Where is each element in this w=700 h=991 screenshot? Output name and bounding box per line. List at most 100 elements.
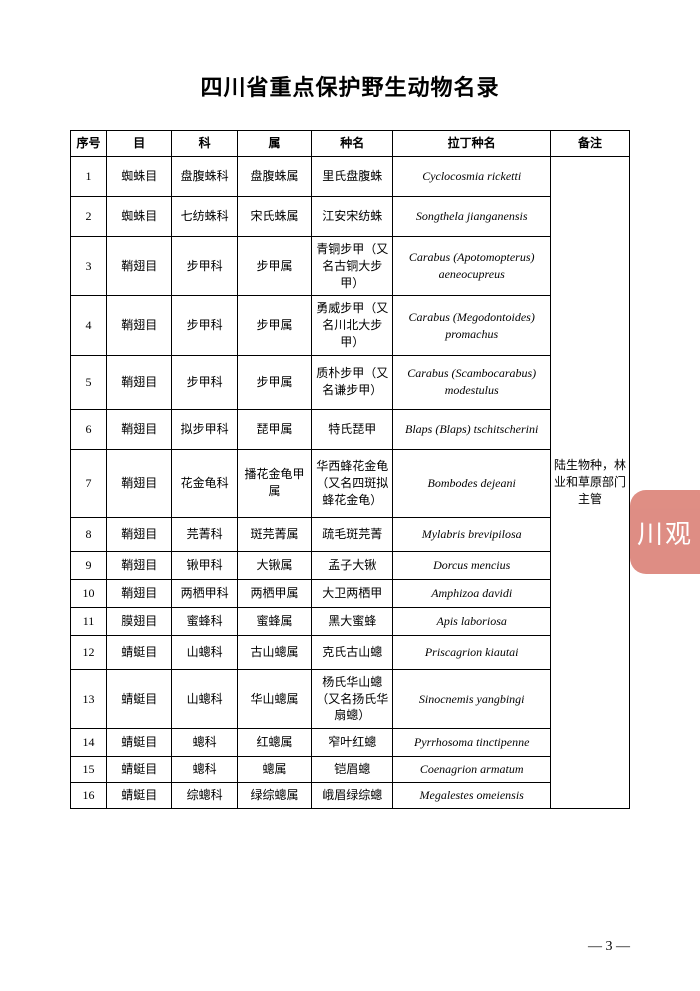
cell-genus: 步甲属	[237, 296, 311, 355]
cell-genus: 古山蟌属	[237, 635, 311, 669]
cell-latin: Carabus (Megodontoides) promachus	[393, 296, 551, 355]
cell-order: 蜘蛛目	[107, 157, 172, 197]
cell-order: 蜻蜓目	[107, 635, 172, 669]
cell-species-name: 质朴步甲（又名谦步甲）	[312, 355, 393, 409]
cell-order: 鞘翅目	[107, 237, 172, 296]
page-number: — 3 —	[588, 939, 630, 955]
cell-latin: Coenagrion armatum	[393, 757, 551, 783]
cell-order: 鞘翅目	[107, 517, 172, 551]
cell-latin: Dorcus mencius	[393, 551, 551, 579]
table-row: 10鞘翅目两栖甲科两栖甲属大卫两栖甲Amphizoa davidi	[71, 579, 630, 607]
cell-family: 步甲科	[172, 296, 237, 355]
cell-family: 芫菁科	[172, 517, 237, 551]
cell-species-name: 里氏盘腹蛛	[312, 157, 393, 197]
cell-family: 综蟌科	[172, 782, 237, 808]
cell-seq: 3	[71, 237, 107, 296]
cell-latin: Megalestes omeiensis	[393, 782, 551, 808]
cell-seq: 1	[71, 157, 107, 197]
cell-species-name: 疏毛斑芫菁	[312, 517, 393, 551]
cell-order: 鞘翅目	[107, 296, 172, 355]
cell-seq: 16	[71, 782, 107, 808]
cell-note: 陆生物种，林业和草原部门主管	[551, 157, 630, 809]
cell-order: 膜翅目	[107, 607, 172, 635]
cell-seq: 7	[71, 449, 107, 517]
col-species-name: 种名	[312, 131, 393, 157]
cell-order: 鞘翅目	[107, 579, 172, 607]
cell-genus: 蟌属	[237, 757, 311, 783]
cell-genus: 播花金龟甲属	[237, 449, 311, 517]
cell-family: 两栖甲科	[172, 579, 237, 607]
cell-order: 鞘翅目	[107, 551, 172, 579]
cell-family: 山蟌科	[172, 669, 237, 728]
cell-genus: 两栖甲属	[237, 579, 311, 607]
cell-genus: 华山蟌属	[237, 669, 311, 728]
cell-family: 拟步甲科	[172, 409, 237, 449]
cell-family: 七纺蛛科	[172, 197, 237, 237]
cell-family: 蜜蜂科	[172, 607, 237, 635]
table-row: 12蜻蜓目山蟌科古山蟌属克氏古山蟌Priscagrion kiautai	[71, 635, 630, 669]
cell-seq: 4	[71, 296, 107, 355]
col-note: 备注	[551, 131, 630, 157]
table-row: 4鞘翅目步甲科步甲属勇威步甲（又名川北大步甲）Carabus (Megodont…	[71, 296, 630, 355]
cell-genus: 步甲属	[237, 237, 311, 296]
cell-order: 蜻蜓目	[107, 669, 172, 728]
cell-species-name: 华西蜂花金龟（又名四斑拟蜂花金龟）	[312, 449, 393, 517]
col-latin: 拉丁种名	[393, 131, 551, 157]
watermark-badge: 川观	[630, 490, 700, 574]
cell-latin: Amphizoa davidi	[393, 579, 551, 607]
table-row: 2蜘蛛目七纺蛛科宋氏蛛属江安宋纺蛛Songthela jianganensis	[71, 197, 630, 237]
cell-genus: 步甲属	[237, 355, 311, 409]
cell-family: 山蟌科	[172, 635, 237, 669]
cell-genus: 宋氏蛛属	[237, 197, 311, 237]
cell-genus: 大锹属	[237, 551, 311, 579]
table-row: 7鞘翅目花金龟科播花金龟甲属华西蜂花金龟（又名四斑拟蜂花金龟）Bombodes …	[71, 449, 630, 517]
cell-latin: Apis laboriosa	[393, 607, 551, 635]
cell-species-name: 克氏古山蟌	[312, 635, 393, 669]
cell-genus: 琵甲属	[237, 409, 311, 449]
table-row: 1蜘蛛目盘腹蛛科盘腹蛛属里氏盘腹蛛Cyclocosmia ricketti陆生物…	[71, 157, 630, 197]
table-row: 11膜翅目蜜蜂科蜜蜂属黑大蜜蜂Apis laboriosa	[71, 607, 630, 635]
cell-family: 花金龟科	[172, 449, 237, 517]
cell-latin: Pyrrhosoma tinctipenne	[393, 729, 551, 757]
cell-family: 步甲科	[172, 355, 237, 409]
table-row: 13蜻蜓目山蟌科华山蟌属杨氏华山蟌（又名扬氏华扇蟌）Sinocnemis yan…	[71, 669, 630, 728]
cell-latin: Blaps (Blaps) tschitscherini	[393, 409, 551, 449]
cell-latin: Carabus (Scambocarabus) modestulus	[393, 355, 551, 409]
cell-seq: 11	[71, 607, 107, 635]
cell-genus: 绿综蟌属	[237, 782, 311, 808]
species-table: 序号 目 科 属 种名 拉丁种名 备注 1蜘蛛目盘腹蛛科盘腹蛛属里氏盘腹蛛Cyc…	[70, 130, 630, 809]
cell-latin: Cyclocosmia ricketti	[393, 157, 551, 197]
cell-latin: Bombodes dejeani	[393, 449, 551, 517]
cell-family: 盘腹蛛科	[172, 157, 237, 197]
cell-order: 蜘蛛目	[107, 197, 172, 237]
cell-species-name: 峨眉绿综蟌	[312, 782, 393, 808]
cell-seq: 5	[71, 355, 107, 409]
cell-species-name: 杨氏华山蟌（又名扬氏华扇蟌）	[312, 669, 393, 728]
cell-order: 蜻蜓目	[107, 729, 172, 757]
table-row: 14蜻蜓目蟌科红蟌属窄叶红蟌Pyrrhosoma tinctipenne	[71, 729, 630, 757]
cell-seq: 15	[71, 757, 107, 783]
table-row: 9鞘翅目锹甲科大锹属孟子大锹Dorcus mencius	[71, 551, 630, 579]
cell-seq: 8	[71, 517, 107, 551]
cell-order: 鞘翅目	[107, 355, 172, 409]
cell-order: 蜻蜓目	[107, 757, 172, 783]
cell-species-name: 特氏琵甲	[312, 409, 393, 449]
table-row: 8鞘翅目芫菁科斑芫菁属疏毛斑芫菁Mylabris brevipilosa	[71, 517, 630, 551]
table-row: 3鞘翅目步甲科步甲属青铜步甲（又名古铜大步甲）Carabus (Apotomop…	[71, 237, 630, 296]
col-genus: 属	[237, 131, 311, 157]
cell-species-name: 窄叶红蟌	[312, 729, 393, 757]
col-family: 科	[172, 131, 237, 157]
cell-species-name: 江安宋纺蛛	[312, 197, 393, 237]
cell-family: 锹甲科	[172, 551, 237, 579]
cell-seq: 2	[71, 197, 107, 237]
cell-species-name: 孟子大锹	[312, 551, 393, 579]
page-title: 四川省重点保护野生动物名录	[70, 70, 630, 102]
cell-genus: 盘腹蛛属	[237, 157, 311, 197]
table-row: 5鞘翅目步甲科步甲属质朴步甲（又名谦步甲）Carabus (Scambocara…	[71, 355, 630, 409]
cell-family: 步甲科	[172, 237, 237, 296]
table-row: 15蜻蜓目蟌科蟌属铠眉蟌Coenagrion armatum	[71, 757, 630, 783]
cell-latin: Carabus (Apotomopterus) aeneocupreus	[393, 237, 551, 296]
table-row: 6鞘翅目拟步甲科琵甲属特氏琵甲Blaps (Blaps) tschitscher…	[71, 409, 630, 449]
cell-seq: 6	[71, 409, 107, 449]
cell-species-name: 大卫两栖甲	[312, 579, 393, 607]
